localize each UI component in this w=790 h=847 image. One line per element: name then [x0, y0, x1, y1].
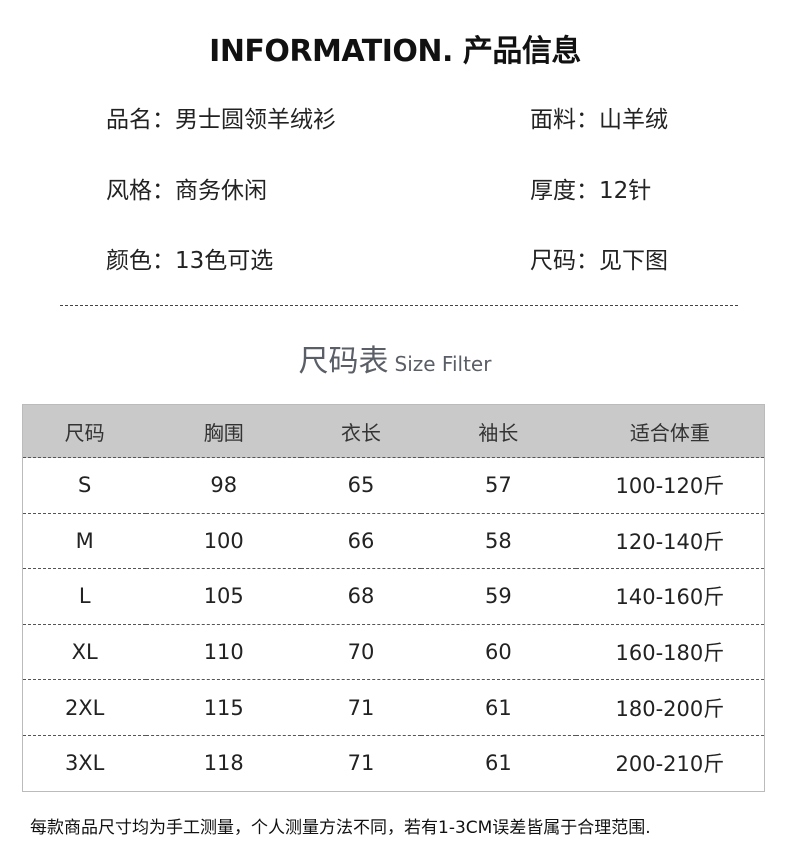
table-cell: 71: [301, 679, 421, 736]
header-cell: 尺码: [22, 404, 147, 458]
info-name: 品名：男士圆领羊绒衫: [106, 100, 336, 134]
header-cell: 适合体重: [575, 404, 765, 458]
table-cell: 57: [420, 457, 576, 514]
table-cell: 59: [420, 568, 576, 625]
header-cell: 胸围: [146, 404, 302, 458]
table-cell: 100-120斤: [575, 457, 765, 514]
header-cell: 袖长: [420, 404, 576, 458]
table-row: M 100 66 58 120-140斤: [22, 512, 765, 569]
table-cell: 61: [420, 679, 576, 736]
table-cell: 160-180斤: [575, 623, 765, 680]
table-cell: XL: [22, 623, 147, 680]
info-label: 面料：: [530, 107, 599, 133]
table-cell: 68: [301, 568, 421, 625]
divider: [60, 305, 738, 306]
table-cell: 58: [420, 512, 576, 569]
table-row: L 105 68 59 140-160斤: [22, 568, 765, 625]
info-value: 12针: [599, 178, 652, 204]
measurement-note: 每款商品尺寸均为手工测量，个人测量方法不同，若有1-3CM误差皆属于合理范围.: [30, 818, 651, 838]
info-value: 山羊绒: [599, 107, 668, 133]
info-fabric: 面料：山羊绒: [530, 100, 668, 134]
table-cell: 110: [146, 623, 302, 680]
info-label: 风格：: [106, 178, 175, 204]
table-row: 2XL 115 71 61 180-200斤: [22, 679, 765, 736]
info-label: 品名：: [106, 107, 175, 133]
page-title: INFORMATION. 产品信息: [209, 34, 581, 69]
table-cell: 65: [301, 457, 421, 514]
table-cell: 98: [146, 457, 302, 514]
table-cell: 140-160斤: [575, 568, 765, 625]
table-cell: L: [22, 568, 147, 625]
table-cell: 105: [146, 568, 302, 625]
table-cell: 118: [146, 734, 302, 792]
size-heading: 尺码表 Size Filter: [0, 336, 790, 380]
info-value: 男士圆领羊绒衫: [175, 107, 336, 133]
table-cell: 71: [301, 734, 421, 792]
table-cell: 180-200斤: [575, 679, 765, 736]
info-label: 尺码：: [530, 248, 599, 274]
info-color: 颜色：13色可选: [106, 241, 273, 275]
table-cell: 66: [301, 512, 421, 569]
info-value: 商务休闲: [175, 178, 267, 204]
info-value: 见下图: [599, 248, 668, 274]
header-cell: 衣长: [301, 404, 421, 458]
size-table: 尺码 胸围 衣长 袖长 适合体重 S 98 65 57 100-120斤 M 100 66 58…: [22, 404, 765, 792]
table-cell: 200-210斤: [575, 734, 765, 792]
table-cell: 100: [146, 512, 302, 569]
info-label: 颜色：: [106, 248, 175, 274]
info-value: 13色可选: [175, 248, 274, 274]
size-heading-en: Size Filter: [394, 352, 492, 376]
table-row: 3XL 118 71 61 200-210斤: [22, 734, 765, 792]
table-row: XL 110 70 60 160-180斤: [22, 623, 765, 680]
table-cell: S: [22, 457, 147, 514]
info-thickness: 厚度：12针: [530, 171, 651, 205]
table-cell: 60: [420, 623, 576, 680]
table-cell: 70: [301, 623, 421, 680]
table-cell: 115: [146, 679, 302, 736]
table-cell: M: [22, 512, 147, 569]
info-style: 风格：商务休闲: [106, 171, 267, 205]
table-cell: 3XL: [22, 734, 147, 792]
info-size: 尺码：见下图: [530, 241, 668, 275]
table-header: 尺码 胸围 衣长 袖长 适合体重: [22, 404, 765, 458]
size-heading-cn: 尺码表: [298, 344, 389, 379]
table-cell: 2XL: [22, 679, 147, 736]
table-cell: 120-140斤: [575, 512, 765, 569]
table-row: S 98 65 57 100-120斤: [22, 457, 765, 514]
table-cell: 61: [420, 734, 576, 792]
info-label: 厚度：: [530, 178, 599, 204]
